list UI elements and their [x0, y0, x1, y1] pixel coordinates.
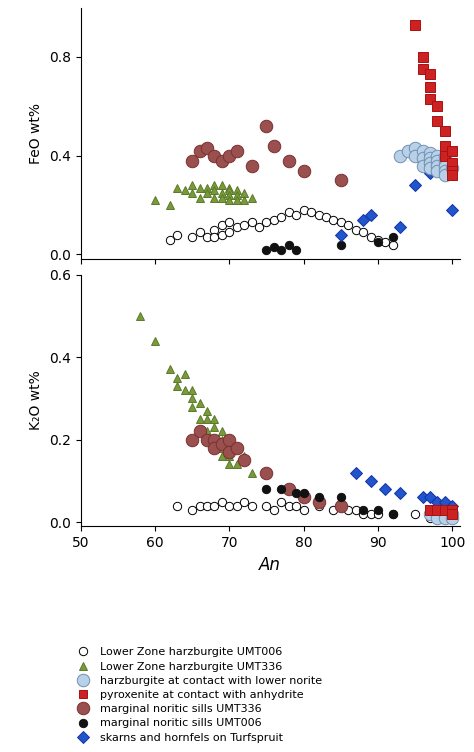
X-axis label: An: An: [259, 556, 281, 574]
Y-axis label: FeO wt%: FeO wt%: [29, 103, 43, 164]
Legend: Lower Zone harzburgite UMT006, Lower Zone harzburgite UMT336, harzburgite at con: Lower Zone harzburgite UMT006, Lower Zon…: [72, 647, 322, 743]
Y-axis label: K₂O wt%: K₂O wt%: [29, 371, 43, 430]
